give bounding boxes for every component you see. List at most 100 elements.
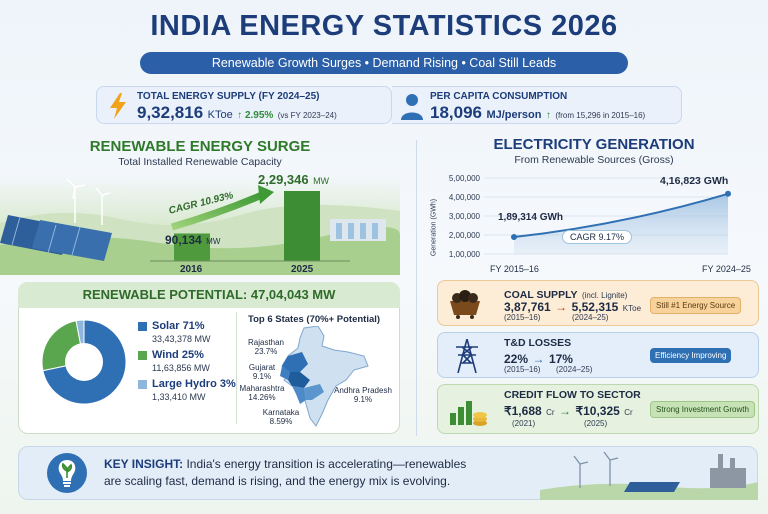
chart-y-tick: 3,00,000 [449, 212, 481, 221]
chart-x-label-start: FY 2015–16 [490, 264, 539, 274]
chart-point [725, 190, 731, 197]
per-capita-card: PER CAPITA CONSUMPTION 18,096 MJ/person … [392, 86, 682, 124]
solar-panel-icon [624, 482, 680, 492]
state-karnataka-pct: 8.59% [269, 417, 293, 426]
credit-badge: Strong Investment Growth [650, 401, 755, 418]
bar-2016-unit: MW [206, 237, 221, 246]
key-insight-label: KEY INSIGHT: [104, 457, 184, 471]
state-andhra-pct: 9.1% [353, 395, 373, 404]
coal-to-year: (2024–25) [572, 313, 609, 322]
chart-point [511, 234, 517, 241]
bar-2016-year: 2016 [180, 264, 203, 275]
credit-to: ₹10,325 [575, 404, 620, 418]
td-from-year: (2015–16) [504, 365, 541, 374]
legend-solar-name: Solar 71% [152, 320, 205, 332]
credit-from-unit: Cr [546, 408, 555, 417]
states-title: Top 6 States (70%+ Potential) [248, 314, 381, 325]
bar-2025-value-text: 2,29,346 [258, 172, 309, 187]
coal-values-row: 3,87,761 → 5,52,315 KToe [504, 298, 641, 316]
bar-2025-value: 2,29,346 MW [258, 171, 329, 189]
legend-wind-swatch [138, 351, 147, 360]
td-badge: Efficiency Improving [650, 348, 732, 363]
coal-title-note: (incl. Lignite) [581, 291, 628, 300]
chart-point-label-start: 1,89,314 GWh [498, 212, 564, 223]
coal-badge: Still #1 Energy Source [650, 297, 742, 314]
chart-y-tick: 4,00,000 [449, 193, 481, 202]
total-supply-label: TOTAL ENERGY SUPPLY (FY 2024–25) [137, 91, 320, 102]
potential-divider [236, 312, 237, 424]
legend-hydro-swatch [138, 380, 147, 389]
credit-flow-card: CREDIT FLOW TO SECTOR ₹1,688 Cr → ₹10,32… [437, 384, 759, 434]
coal-from: 3,87,761 [504, 300, 551, 314]
state-gujarat [280, 366, 290, 380]
capacity-bars [150, 185, 350, 262]
bar-2016 [174, 233, 210, 261]
electricity-title: ELECTRICITY GENERATION [493, 136, 695, 153]
per-capita-unit: MJ/person [486, 109, 542, 121]
key-insight-line1: India's energy transition is acceleratin… [186, 457, 467, 471]
credit-title: CREDIT FLOW TO SECTOR [504, 389, 641, 401]
coal-from-year: (2015–16) [504, 313, 541, 322]
chart-y-tick: 5,00,000 [449, 174, 481, 183]
legend-solar-value: 33,43,378 MW [152, 334, 211, 344]
electricity-subtitle: From Renewable Sources (Gross) [514, 154, 674, 166]
legend-hydro-name: Large Hydro 3% [152, 378, 236, 390]
page-title: INDIA ENERGY STATISTICS 2026 [150, 10, 618, 42]
state-karnataka-name: Karnataka [262, 408, 300, 417]
column-divider [416, 140, 417, 436]
state-gujarat-name: Gujarat [248, 363, 276, 372]
energy-landscape-illustration [540, 451, 758, 500]
state-rajasthan-pct: 23.7% [254, 347, 278, 356]
per-capita-row: 18,096 MJ/person ↑ (from 15,296 in 2015–… [430, 103, 645, 123]
chart-y-label: Generation (GWh) [430, 198, 438, 257]
lightning-icon [110, 93, 126, 119]
bar-2025 [284, 191, 320, 261]
per-capita-value: 18,096 [430, 103, 482, 122]
legend-hydro-value: 1,33,410 MW [152, 392, 206, 402]
renewable-potential-title: RENEWABLE POTENTIAL: 47,04,043 MW [18, 282, 400, 308]
legend-wind-name: Wind 25% [152, 349, 204, 361]
td-title: T&D LOSSES [504, 337, 572, 349]
bar-2016-value: 90,134 MW [165, 231, 220, 249]
total-supply-row: 9,32,816 KToe ↑ 2.95% (vs FY 2023–24) [137, 103, 337, 123]
key-insight-text: KEY INSIGHT: India's energy transition i… [104, 456, 534, 490]
renewable-surge-subtitle: Total Installed Renewable Capacity [118, 156, 282, 168]
chart-point-label-end: 4,16,823 GWh [660, 175, 729, 187]
state-maharashtra-label: Maharashtra 14.26% [236, 384, 288, 402]
total-supply-note: (vs FY 2023–24) [277, 111, 337, 120]
coal-to: 5,52,315 [571, 300, 619, 314]
total-supply-unit: KToe [207, 109, 233, 121]
bar-2025-year: 2025 [291, 264, 314, 275]
credit-values-row: ₹1,688 Cr → ₹10,325 Cr [504, 402, 633, 420]
chart-y-tick: 1,00,000 [449, 250, 481, 259]
per-capita-growth: ↑ [545, 110, 551, 121]
state-gujarat-label: Gujarat 9.1% [242, 363, 282, 381]
wind-turbine-icon [573, 451, 619, 488]
td-to-year: (2024–25) [556, 365, 593, 374]
credit-from-year: (2021) [512, 419, 536, 428]
state-andhra-label: Andhra Pradesh 9.1% [330, 386, 396, 404]
td-arrow: → [532, 352, 545, 366]
state-rajasthan-name: Rajasthan [247, 338, 285, 347]
chart-x-label-end: FY 2024–25 [702, 264, 751, 274]
wind-turbine-icon [66, 178, 111, 225]
renewable-surge-title: RENEWABLE ENERGY SURGE [89, 138, 311, 155]
investment-growth-icon [450, 401, 487, 426]
growth-arrow-head [258, 185, 274, 204]
state-gujarat-pct: 9.1% [252, 372, 272, 381]
state-maharashtra-pct: 14.26% [248, 393, 276, 402]
coal-cart-icon [450, 290, 480, 319]
dam-icon [330, 219, 386, 241]
coal-supply-card: COAL SUPPLY (incl. Lignite) 3,87,761 → 5… [437, 280, 759, 326]
per-capita-label: PER CAPITA CONSUMPTION [430, 91, 568, 102]
credit-to-year: (2025) [584, 419, 608, 428]
bar-2025-unit: MW [313, 176, 330, 186]
legend-solar-swatch [138, 322, 147, 331]
td-from: 22% [504, 352, 529, 366]
legend-wind-value: 11,63,856 MW [152, 363, 210, 373]
state-andhra-name: Andhra Pradesh [334, 386, 392, 395]
key-insight-line2: are scaling fast, demand is rising, and … [104, 474, 451, 488]
per-capita-note: (from 15,296 in 2015–16) [555, 111, 646, 120]
state-rajasthan-label: Rajasthan 23.7% [244, 338, 288, 356]
chart-line [513, 192, 729, 239]
